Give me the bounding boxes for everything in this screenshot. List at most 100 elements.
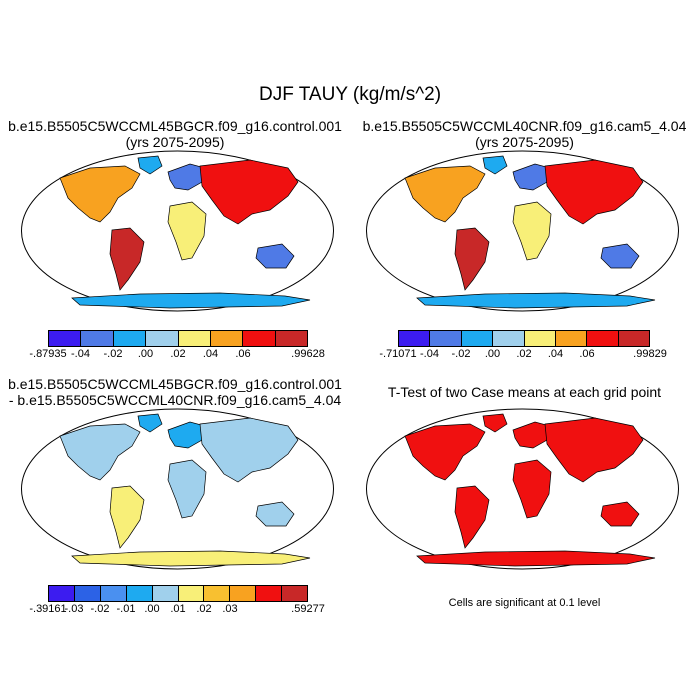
colorbar-swatch bbox=[256, 586, 283, 601]
landmass-au bbox=[255, 501, 295, 527]
landmass-eu bbox=[512, 421, 551, 449]
panel-title-line1: b.e15.B5505C5WCCML45BGCR.f09_g16.control… bbox=[8, 376, 342, 392]
colorbar-swatch bbox=[618, 331, 649, 346]
colorbar-labels-top-left: -.87935 -.04 -.02 .00 .02 .04 .06 .99628 bbox=[29, 348, 324, 362]
colorbar-swatch bbox=[399, 331, 431, 346]
landmass-as bbox=[199, 159, 299, 225]
landmass-eu bbox=[167, 421, 206, 449]
landmass-an bbox=[416, 292, 656, 309]
landmass-na bbox=[404, 165, 486, 223]
landmass-sa bbox=[454, 485, 490, 549]
landmass-gr bbox=[482, 155, 508, 175]
landmass-au bbox=[600, 501, 640, 527]
panel-title-top-right: b.e15.B5505C5WCCML40CNR.f09_g16.cam5_4.0… bbox=[352, 118, 697, 150]
landmass-sa bbox=[109, 485, 145, 549]
landmass-af bbox=[512, 201, 552, 261]
colorbar-swatch bbox=[204, 586, 231, 601]
colorbar-swatch bbox=[524, 331, 556, 346]
landmass-au bbox=[600, 243, 640, 269]
landmass-af bbox=[512, 459, 552, 519]
panel-title-bottom-left: b.e15.B5505C5WCCML45BGCR.f09_g16.control… bbox=[5, 376, 345, 408]
landmass-sa bbox=[109, 227, 145, 291]
landmass-gr bbox=[137, 413, 163, 433]
colorbar-tick-label: .02 bbox=[516, 348, 532, 360]
landmass-as bbox=[544, 159, 644, 225]
colorbar-tick-label: .03 bbox=[222, 603, 238, 615]
panel-title-line1: b.e15.B5505C5WCCML40CNR.f09_g16.cam5_4.0… bbox=[362, 118, 687, 134]
panel-title-line2: - b.e15.B5505C5WCCML40CNR.f09_g16.cam5_4… bbox=[8, 392, 342, 408]
landmass-af bbox=[167, 459, 207, 519]
landmass-eu bbox=[512, 163, 551, 191]
colorbar-swatch bbox=[113, 331, 147, 346]
world-map-bottom-left bbox=[21, 408, 334, 570]
colorbar-tick-label: -.02 bbox=[103, 348, 123, 360]
landmass-eu bbox=[167, 163, 206, 191]
colorbar-swatch bbox=[146, 331, 179, 346]
landmass-an bbox=[71, 550, 311, 567]
colorbar-tick-label: .02 bbox=[196, 603, 212, 615]
colorbar-tick-label: -.39161 bbox=[29, 603, 67, 615]
landmass-an bbox=[71, 292, 311, 309]
panel-title-line2: (yrs 2075-2095) bbox=[125, 134, 225, 150]
colorbar-labels-top-right: -.71071 -.04 -.02 .00 .02 .04 .06 .99829 bbox=[379, 348, 666, 362]
colorbar-tick-label: -.03 bbox=[64, 603, 84, 615]
colorbar-tick-label: .99829 bbox=[633, 348, 667, 360]
landmass-sa bbox=[454, 227, 490, 291]
world-map-top-right bbox=[366, 150, 679, 312]
colorbar-swatch bbox=[178, 331, 211, 346]
colorbar-swatch bbox=[493, 331, 525, 346]
colorbar-tick-label: .04 bbox=[547, 348, 564, 360]
colorbar-swatch bbox=[178, 586, 205, 601]
colorbar-tick-label: .99628 bbox=[291, 348, 325, 360]
colorbar-swatch bbox=[100, 586, 127, 601]
colorbar-tick-label: .04 bbox=[202, 348, 219, 360]
colorbar-swatch bbox=[555, 331, 588, 346]
panel-title-bottom-right: T-Test of two Case means at each grid po… bbox=[387, 384, 662, 400]
colorbar-swatch bbox=[49, 331, 82, 346]
colorbar-swatch bbox=[430, 331, 462, 346]
colorbar-top-right bbox=[398, 330, 650, 347]
landmass-as bbox=[544, 417, 644, 483]
landmass-gr bbox=[137, 155, 163, 175]
panel-title-top-left: b.e15.B5505C5WCCML45BGCR.f09_g16.control… bbox=[5, 118, 345, 150]
colorbar-swatch bbox=[152, 586, 179, 601]
landmass-af bbox=[167, 201, 207, 261]
colorbar-tick-label: -.87935 bbox=[29, 348, 67, 360]
panel-title-line2: (yrs 2075-2095) bbox=[475, 134, 574, 150]
colorbar-tick-label: -.04 bbox=[71, 348, 90, 360]
panel-title-line1: b.e15.B5505C5WCCML45BGCR.f09_g16.control… bbox=[8, 118, 342, 134]
colorbar-tick-label: .02 bbox=[170, 348, 186, 360]
colorbar-swatch bbox=[275, 331, 307, 346]
colorbar-bottom-left bbox=[48, 585, 308, 602]
colorbar-labels-bottom-left: -.39161 -.03 -.02 -.01 .00 .01 .02 .03 .59277 bbox=[29, 603, 324, 617]
colorbar-tick-label: -.02 bbox=[90, 603, 110, 615]
landmass-as bbox=[199, 417, 299, 483]
colorbar-swatch bbox=[243, 331, 276, 346]
colorbar-swatch bbox=[282, 586, 308, 601]
colorbar-swatch bbox=[74, 586, 101, 601]
colorbar-tick-label: .00 bbox=[137, 348, 154, 360]
landmass-na bbox=[404, 423, 486, 481]
colorbar-tick-label: -.01 bbox=[116, 603, 136, 615]
landmass-na bbox=[59, 423, 141, 481]
significance-note: Cells are significant at 0.1 level bbox=[448, 597, 601, 609]
colorbar-swatch bbox=[126, 586, 153, 601]
colorbar-tick-label: .59277 bbox=[291, 603, 325, 615]
world-map-bottom-right bbox=[366, 408, 679, 570]
colorbar-tick-label: .00 bbox=[144, 603, 160, 615]
colorbar-swatch bbox=[49, 586, 75, 601]
colorbar-tick-label: -.71071 bbox=[379, 348, 417, 360]
colorbar-tick-label: .06 bbox=[579, 348, 595, 360]
colorbar-tick-label: -.02 bbox=[451, 348, 471, 360]
colorbar-swatch bbox=[587, 331, 619, 346]
main-title: DJF TAUY (kg/m/s^2) bbox=[258, 84, 442, 105]
colorbar-tick-label: .06 bbox=[235, 348, 251, 360]
colorbar-swatch bbox=[230, 586, 257, 601]
colorbar-tick-label: .00 bbox=[484, 348, 501, 360]
landmass-na bbox=[59, 165, 141, 223]
landmass-an bbox=[416, 550, 656, 567]
world-map-top-left bbox=[21, 150, 334, 312]
colorbar-swatch bbox=[81, 331, 114, 346]
colorbar-swatch bbox=[210, 331, 244, 346]
colorbar-swatch bbox=[461, 331, 494, 346]
